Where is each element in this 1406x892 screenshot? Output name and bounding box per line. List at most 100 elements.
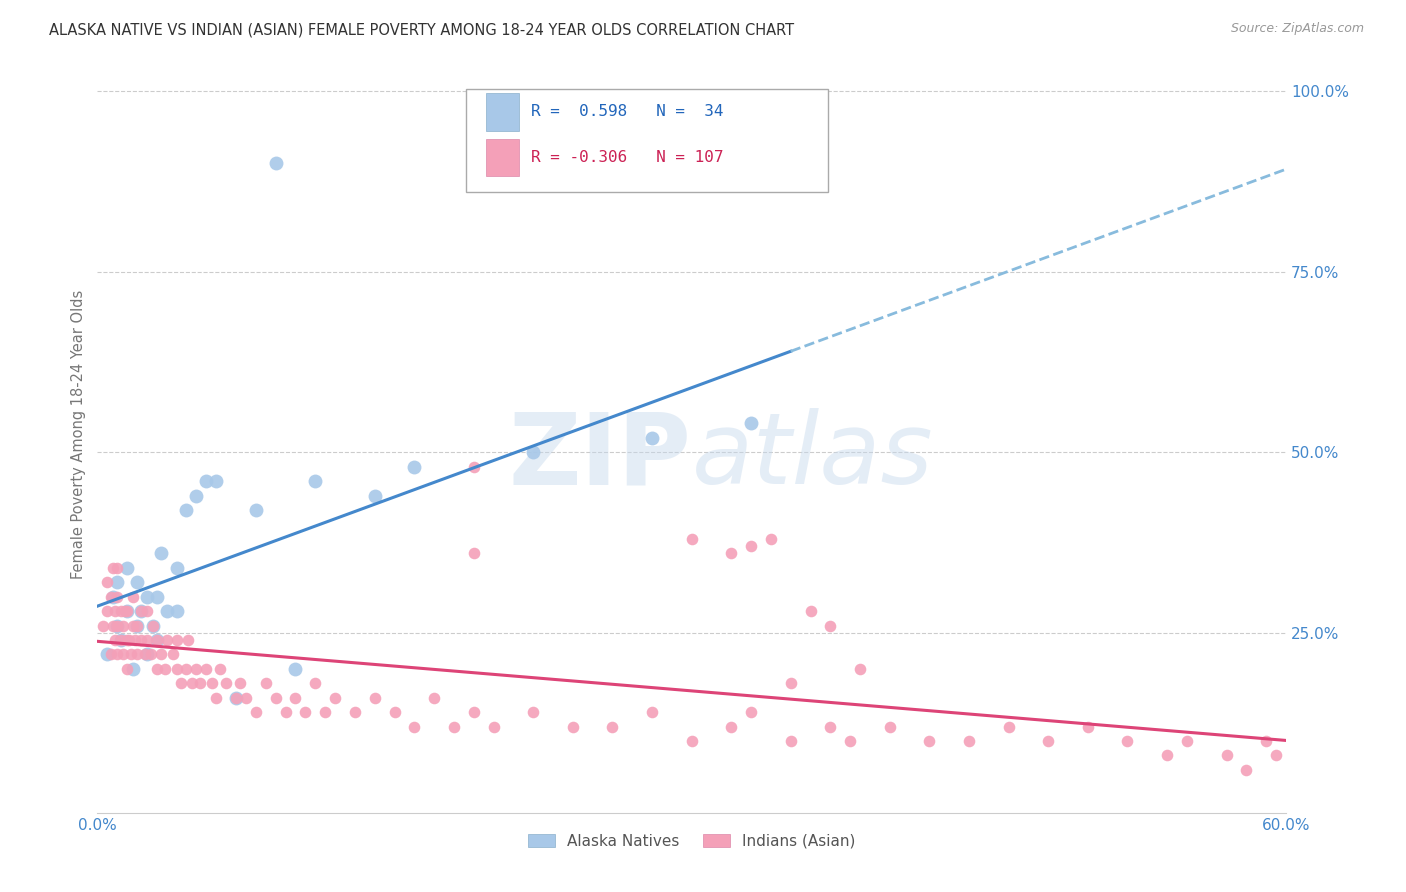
Point <box>149 648 172 662</box>
Point <box>235 690 257 705</box>
Point <box>96 648 118 662</box>
Point <box>186 662 208 676</box>
Point <box>918 734 941 748</box>
Point <box>120 648 142 662</box>
Point <box>1234 763 1257 777</box>
Point <box>284 690 307 705</box>
Point <box>779 676 801 690</box>
Point <box>122 618 145 632</box>
Point <box>404 720 426 734</box>
Point <box>166 632 188 647</box>
Point <box>105 560 128 574</box>
Point <box>142 618 165 632</box>
Point <box>225 690 247 705</box>
Point <box>104 604 127 618</box>
Point <box>104 632 127 647</box>
Point <box>177 632 200 647</box>
Point <box>135 604 157 618</box>
Point <box>205 690 228 705</box>
Point <box>100 648 122 662</box>
Point <box>264 690 287 705</box>
Point <box>103 590 125 604</box>
Point <box>112 618 135 632</box>
Point <box>176 503 198 517</box>
Point <box>681 532 703 546</box>
Point <box>134 648 156 662</box>
Point <box>125 618 148 632</box>
Point <box>1256 734 1278 748</box>
Point <box>997 720 1019 734</box>
Point <box>384 705 406 719</box>
Point <box>139 648 162 662</box>
Point <box>91 618 114 632</box>
Point <box>314 705 336 719</box>
Point <box>195 474 218 488</box>
Point <box>740 417 762 431</box>
FancyBboxPatch shape <box>465 89 828 192</box>
Point <box>181 676 204 690</box>
Point <box>245 705 267 719</box>
Point <box>423 690 446 705</box>
Bar <box>486 138 519 177</box>
Point <box>1156 748 1178 763</box>
Point <box>110 632 132 647</box>
Point <box>323 690 346 705</box>
Point <box>522 705 544 719</box>
Bar <box>486 93 519 131</box>
Point <box>363 489 385 503</box>
Text: atlas: atlas <box>692 409 934 506</box>
Point <box>190 676 212 690</box>
Point <box>1265 748 1288 763</box>
Point <box>135 632 157 647</box>
Point <box>166 560 188 574</box>
Point <box>110 604 132 618</box>
Point <box>118 632 141 647</box>
Point <box>135 590 157 604</box>
Point <box>641 431 664 445</box>
Point <box>149 546 172 560</box>
Point <box>720 720 742 734</box>
Point <box>1116 734 1139 748</box>
Point <box>225 690 247 705</box>
Point <box>820 720 842 734</box>
Point <box>166 604 188 618</box>
Point <box>1077 720 1099 734</box>
Point <box>115 604 138 618</box>
Point <box>957 734 980 748</box>
Point <box>343 705 366 719</box>
Point <box>205 474 228 488</box>
Point <box>304 474 326 488</box>
Point <box>146 662 169 676</box>
Point <box>156 604 179 618</box>
Point <box>264 156 287 170</box>
Point <box>96 575 118 590</box>
Point <box>849 662 872 676</box>
Point <box>443 720 465 734</box>
Point <box>105 648 128 662</box>
Point <box>779 734 801 748</box>
Point <box>482 720 505 734</box>
Point <box>166 662 188 676</box>
Point <box>129 632 152 647</box>
Point <box>602 720 624 734</box>
Point <box>115 632 138 647</box>
Point <box>135 648 157 662</box>
Text: R =  0.598   N =  34: R = 0.598 N = 34 <box>531 104 724 120</box>
Point <box>879 720 901 734</box>
Text: ZIP: ZIP <box>509 409 692 506</box>
Point <box>162 648 184 662</box>
Point <box>641 705 664 719</box>
Point <box>105 618 128 632</box>
Point <box>463 705 485 719</box>
Point <box>201 676 224 690</box>
Point <box>463 546 485 560</box>
Text: R = -0.306   N = 107: R = -0.306 N = 107 <box>531 150 724 165</box>
Point <box>304 676 326 690</box>
Point <box>759 532 782 546</box>
Point <box>100 590 122 604</box>
Point <box>142 618 165 632</box>
Point <box>110 632 132 647</box>
Text: Source: ZipAtlas.com: Source: ZipAtlas.com <box>1230 22 1364 36</box>
Point <box>105 575 128 590</box>
Point <box>115 604 138 618</box>
